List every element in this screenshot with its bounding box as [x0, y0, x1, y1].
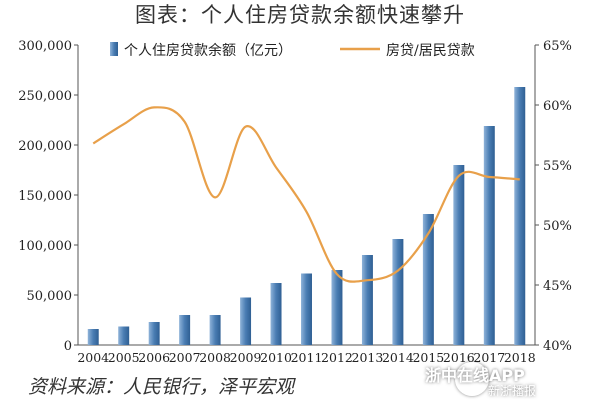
bar	[361, 255, 373, 345]
right-tick-label: 40%	[543, 339, 572, 354]
bar	[148, 322, 160, 345]
right-tick-label: 50%	[543, 219, 572, 234]
series-line-mortgage-ratio	[92, 106, 520, 283]
bar	[422, 214, 434, 345]
x-tick-label: 2013	[352, 350, 384, 365]
x-tick-label: 2009	[230, 350, 262, 365]
bar	[392, 239, 404, 345]
chart-area: 0 50,000 100,000 150,000 200,000 250,000 300,0…	[18, 39, 572, 365]
legend-bar-label: 个人住房贷款余额（亿元）	[124, 42, 292, 59]
right-tick-label: 60%	[543, 99, 572, 114]
legend-group: 个人住房贷款余额（亿元） 房贷/居民贷款	[110, 42, 475, 59]
bar	[514, 87, 526, 345]
right-tick-label: 65%	[543, 39, 572, 54]
left-tick-label: 250,000	[18, 89, 72, 104]
bar	[240, 297, 252, 345]
x-tick-label: 2008	[199, 350, 231, 365]
watermark-text: 浙中在线APP	[425, 366, 525, 385]
bar	[87, 329, 99, 345]
x-tick-label: 2011	[291, 350, 323, 365]
x-tick-label: 2016	[443, 350, 475, 365]
bar	[331, 270, 343, 345]
x-tick-label: 2017	[473, 350, 505, 365]
bar	[301, 273, 312, 345]
left-tick-label: 50,000	[27, 289, 73, 304]
x-tick-label: 2007	[169, 350, 201, 365]
watermark-subtext: 新浙播报	[488, 384, 537, 398]
left-tick-label: 200,000	[18, 139, 72, 154]
legend-line-label: 房贷/居民贷款	[386, 43, 475, 59]
right-tick-label: 55%	[543, 159, 572, 174]
bar	[453, 165, 465, 345]
line-group	[92, 106, 520, 283]
bars-group	[87, 87, 526, 345]
bar	[270, 283, 282, 345]
x-tick-label: 2018	[504, 350, 536, 365]
x-tick-label: 2005	[108, 350, 140, 365]
watermark-logo	[455, 362, 489, 396]
bar	[209, 315, 221, 345]
left-tick-label: 150,000	[18, 189, 72, 204]
x-tick-label: 2012	[321, 350, 353, 365]
left-tick-label: 0	[64, 339, 72, 354]
x-tick-label: 2006	[138, 350, 170, 365]
x-tick-label: 2010	[260, 350, 292, 365]
right-tick-label: 45%	[543, 279, 572, 294]
bar	[118, 326, 130, 345]
chart-title: 图表：个人住房贷款余额快速攀升	[135, 3, 465, 27]
left-tick-label: 100,000	[18, 239, 72, 254]
bar	[483, 126, 495, 345]
x-tick-label: 2015	[412, 350, 444, 365]
legend-bar-swatch	[110, 42, 118, 56]
bar	[179, 315, 191, 345]
source-note: 资料来源：人民银行，泽平宏观	[28, 376, 295, 398]
x-tick-label: 2004	[77, 350, 109, 365]
x-tick-label: 2014	[382, 350, 414, 365]
left-tick-label: 300,000	[18, 39, 72, 54]
